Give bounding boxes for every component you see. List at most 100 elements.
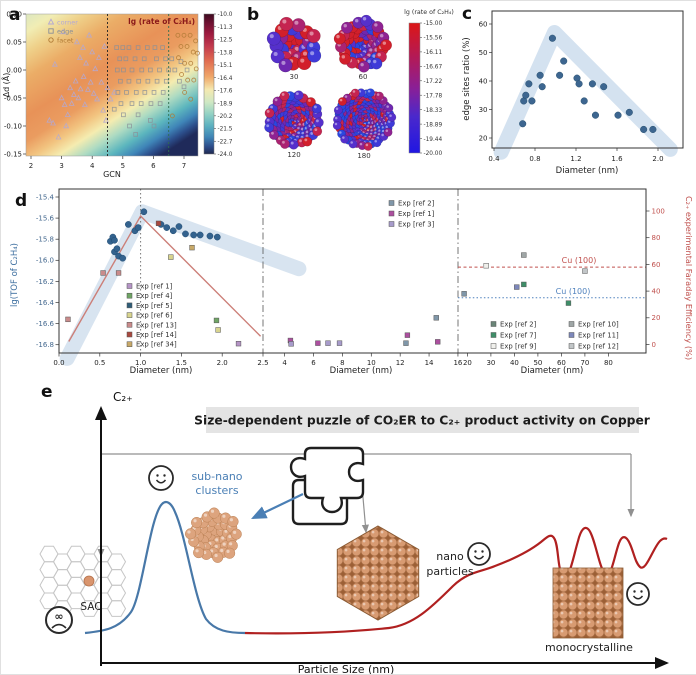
svg-text:6: 6 — [151, 162, 156, 170]
e-nano-label-1: nano — [436, 550, 464, 563]
svg-text:20: 20 — [479, 134, 488, 142]
svg-text:6: 6 — [311, 359, 316, 367]
svg-text:-19.44: -19.44 — [424, 137, 443, 143]
a-legend-corner: corner — [57, 19, 78, 27]
svg-text:100: 100 — [652, 207, 665, 215]
b-cluster-label: 180 — [357, 152, 370, 160]
svg-text:-16.2: -16.2 — [36, 278, 54, 286]
svg-text:-18.9: -18.9 — [218, 101, 233, 107]
svg-text:Exp [ref 5]: Exp [ref 5] — [136, 302, 173, 310]
svg-text:Exp [ref 14]: Exp [ref 14] — [136, 331, 177, 339]
svg-text:7: 7 — [182, 162, 186, 170]
panel-e-label: e — [41, 382, 53, 402]
panel-a: 2 3 4 5 6 7 0.10 0.05 0.00 -0.05 -0.10 -0.15 GCN Δd (… — [1, 1, 241, 181]
svg-text:14: 14 — [425, 359, 434, 367]
svg-text:8: 8 — [340, 359, 344, 367]
svg-text:-0.15: -0.15 — [4, 150, 22, 158]
b-colorbar — [408, 22, 421, 154]
svg-text:50: 50 — [533, 359, 542, 367]
svg-text:Exp [ref 3]: Exp [ref 3] — [398, 221, 435, 229]
svg-text:-17.78: -17.78 — [424, 93, 443, 99]
b-cluster-120 — [264, 90, 324, 150]
svg-text:2.0: 2.0 — [217, 359, 228, 367]
svg-text:16: 16 — [453, 359, 462, 367]
svg-text:-0.10: -0.10 — [4, 122, 22, 130]
b-cluster-30 — [266, 16, 322, 73]
svg-text:-16.6: -16.6 — [36, 320, 55, 328]
svg-text:60: 60 — [557, 359, 566, 367]
svg-text:70: 70 — [580, 359, 589, 367]
a-title: lg (rate of C₂H₄) — [128, 17, 195, 26]
svg-text:-15.4: -15.4 — [36, 193, 55, 201]
svg-text:-16.67: -16.67 — [424, 65, 443, 71]
svg-text:80: 80 — [652, 234, 661, 242]
svg-text:-11.3: -11.3 — [218, 25, 233, 31]
d-trend-line — [68, 214, 262, 342]
a-legend-facet: facet — [57, 37, 74, 45]
b-cluster-label: 120 — [287, 151, 300, 159]
svg-text:0.5: 0.5 — [94, 359, 105, 367]
d-legend-right-2: Exp [ref 10] Exp [ref 11] Exp [ref 12] — [568, 321, 619, 351]
c-scatter-points — [519, 34, 657, 133]
svg-text:1.5: 1.5 — [176, 359, 187, 367]
e-banner-text: Size-dependent puzzle of CO₂ER to C₂₊ pr… — [194, 414, 651, 428]
e-banner-bg — [206, 407, 639, 433]
panel-e-schematic: Size-dependent puzzle of CO₂ER to C₂₊ pr… — [39, 390, 669, 674]
svg-text:20: 20 — [652, 314, 661, 322]
panel-b-clusters: 30 60 120 180 -15.00 -15.56 -16.11 -16.67 -17.22… — [264, 9, 454, 160]
svg-text:-24.0: -24.0 — [218, 152, 233, 158]
svg-text:-15.00: -15.00 — [424, 21, 443, 27]
svg-text:Exp [ref 2]: Exp [ref 2] — [398, 200, 435, 208]
svg-text:Exp [ref 2]: Exp [ref 2] — [500, 321, 537, 329]
panel-e: Size-dependent puzzle of CO₂ER to C₂₊ pr… — [1, 376, 696, 674]
svg-text:-0.05: -0.05 — [4, 94, 22, 102]
e-blue-arrow — [251, 493, 304, 519]
svg-text:0.05: 0.05 — [6, 38, 22, 46]
svg-text:4: 4 — [90, 162, 95, 170]
e-nanoparticle — [336, 525, 420, 621]
svg-text:Exp [ref 1]: Exp [ref 1] — [136, 283, 173, 291]
e-sac-label: SAC — [80, 601, 101, 613]
svg-text:-16.4: -16.4 — [36, 299, 55, 307]
svg-text:Exp [ref 11]: Exp [ref 11] — [578, 332, 619, 340]
svg-text:-16.0: -16.0 — [36, 257, 54, 265]
d-xlabel-3: Diameter (nm) — [521, 366, 584, 376]
svg-text:Exp [ref 6]: Exp [ref 6] — [136, 312, 173, 320]
e-sac-atom — [83, 575, 95, 587]
e-puzzle-icon — [289, 446, 365, 526]
e-smiley-mono-icon — [626, 582, 650, 606]
svg-text:Exp [ref 9]: Exp [ref 9] — [500, 343, 537, 351]
svg-text:10: 10 — [367, 359, 376, 367]
d-legend-right-1: Exp [ref 2] Exp [ref 7] Exp [ref 9] — [490, 321, 537, 351]
svg-text:0.10: 0.10 — [6, 10, 22, 18]
svg-text:1.0: 1.0 — [135, 359, 146, 367]
svg-text:Exp [ref 1]: Exp [ref 1] — [398, 210, 435, 218]
a-colorbar — [203, 13, 215, 155]
b-colorbar-title: lg (rate of C₂H₄) — [404, 9, 454, 16]
d-legend-left: Exp [ref 1]Exp [ref 4] Exp [ref 5] Exp [re… — [126, 283, 177, 349]
svg-text:-22.7: -22.7 — [218, 139, 233, 145]
svg-text:40: 40 — [510, 359, 519, 367]
panel-a-heatmap: 2 3 4 5 6 7 0.10 0.05 0.00 -0.05 -0.10 -0.15 GCN Δd (… — [1, 10, 233, 179]
svg-text:50: 50 — [479, 49, 488, 57]
panel-c-scatter: 0.4 0.8 1.2 1.6 2.0 20 30 40 50 60 Diameter (nm) ed… — [462, 10, 684, 176]
svg-text:-15.1: -15.1 — [218, 63, 233, 69]
d-legend-mid: Exp [ref 2] Exp [ref 1] Exp [ref 3] — [388, 200, 435, 229]
d-fe-points — [287, 252, 588, 347]
svg-text:-16.4: -16.4 — [218, 76, 233, 82]
svg-text:30: 30 — [479, 106, 488, 114]
svg-text:Exp [ref 4]: Exp [ref 4] — [136, 292, 173, 300]
svg-text:-15.56: -15.56 — [424, 36, 443, 42]
e-mono-label: monocrystalline — [545, 641, 633, 654]
svg-text:-18.33: -18.33 — [424, 108, 443, 114]
svg-text:Exp [ref 7]: Exp [ref 7] — [500, 332, 537, 340]
svg-text:-16.8: -16.8 — [36, 341, 54, 349]
svg-text:-13.8: -13.8 — [218, 50, 233, 56]
svg-text:Exp [ref 10]: Exp [ref 10] — [578, 321, 619, 329]
e-blue-curve — [84, 501, 246, 635]
svg-text:0: 0 — [652, 341, 656, 349]
svg-text:0.8: 0.8 — [529, 155, 540, 163]
panel-d-scatter: Cu (100) Cu (100) -15.4 -15.6 -15.8 -16.0 -16.… — [10, 188, 694, 376]
svg-text:2.5: 2.5 — [257, 359, 268, 367]
panel-c-label: c — [462, 4, 473, 24]
